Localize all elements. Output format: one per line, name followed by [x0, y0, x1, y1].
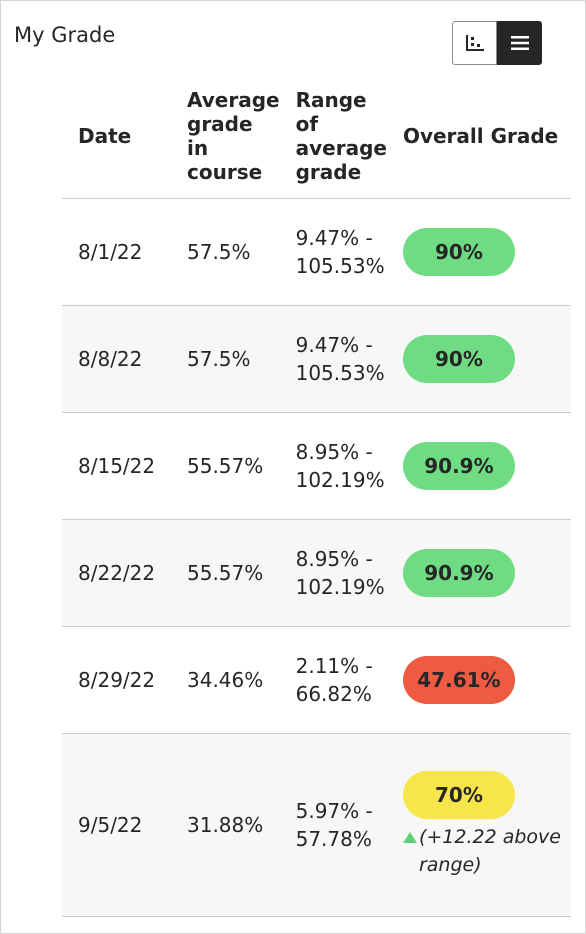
- header-average-grade: Average grade in course: [171, 78, 280, 199]
- header-overall-grade: Overall Grade: [386, 78, 571, 199]
- cell-range: 9.47% - 105.53%: [279, 305, 387, 413]
- cell-range: 9.47% - 105.53%: [279, 198, 387, 306]
- cell-overall: 47.61%: [386, 626, 571, 734]
- grade-pill: 90.9%: [402, 442, 515, 490]
- cell-date: 9/5/22: [62, 733, 171, 917]
- view-toggle: [452, 21, 542, 65]
- cell-average: 55.57%: [171, 519, 280, 627]
- grade-pill: 90%: [402, 228, 515, 276]
- grade-pill: 47.61%: [402, 656, 515, 704]
- cell-average: 57.5%: [171, 198, 280, 306]
- cell-range: 8.95% - 102.19%: [279, 412, 387, 520]
- chart-view-button[interactable]: [452, 21, 497, 65]
- cell-average: 55.57%: [171, 412, 280, 520]
- cell-overall: 90.9%: [386, 519, 571, 627]
- table-row: 8/8/22 57.5% 9.47% - 105.53% 90%: [62, 305, 571, 413]
- cell-overall: 70% (+12.22 above range): [386, 733, 571, 917]
- cell-overall: 90.9%: [386, 412, 571, 520]
- table-row: 8/1/22 57.5% 9.47% - 105.53% 90%: [62, 198, 571, 306]
- cell-overall: 90%: [386, 198, 571, 306]
- grade-pill: 90.9%: [402, 549, 515, 597]
- cell-range: 5.97% - 57.78%: [279, 733, 387, 917]
- cell-overall: 90%: [386, 305, 571, 413]
- table-view-button[interactable]: [497, 21, 542, 65]
- table-row: 9/5/22 31.88% 5.97% - 57.78% 70% (+12.22…: [62, 733, 571, 917]
- note-text: (+12.22 above range): [418, 826, 561, 876]
- scatter-chart-icon: [465, 35, 484, 51]
- list-icon: [510, 36, 529, 50]
- header-range: Range of average grade: [279, 78, 387, 199]
- cell-date: 8/1/22: [62, 198, 171, 306]
- cell-average: 57.5%: [171, 305, 280, 413]
- table-row: 8/15/22 55.57% 8.95% - 102.19% 90.9%: [62, 412, 571, 520]
- up-arrow-icon: [402, 832, 417, 843]
- cell-average: 34.46%: [171, 626, 280, 734]
- panel-title: My Grade: [14, 23, 116, 47]
- table-header-row: Date Average grade in course Range of av…: [62, 78, 571, 199]
- grade-table: Date Average grade in course Range of av…: [62, 78, 571, 917]
- cell-date: 8/8/22: [62, 305, 171, 413]
- cell-date: 8/29/22: [62, 626, 171, 734]
- table-row: 8/29/22 34.46% 2.11% - 66.82% 47.61%: [62, 626, 571, 734]
- grade-pill: 70%: [402, 771, 515, 819]
- header-date: Date: [62, 78, 171, 199]
- cell-average: 31.88%: [171, 733, 280, 917]
- cell-date: 8/22/22: [62, 519, 171, 627]
- grade-pill: 90%: [402, 335, 515, 383]
- table-row: 8/22/22 55.57% 8.95% - 102.19% 90.9%: [62, 519, 571, 627]
- cell-range: 8.95% - 102.19%: [279, 519, 387, 627]
- cell-date: 8/15/22: [62, 412, 171, 520]
- cell-range: 2.11% - 66.82%: [279, 626, 387, 734]
- above-range-note: (+12.22 above range): [402, 823, 571, 879]
